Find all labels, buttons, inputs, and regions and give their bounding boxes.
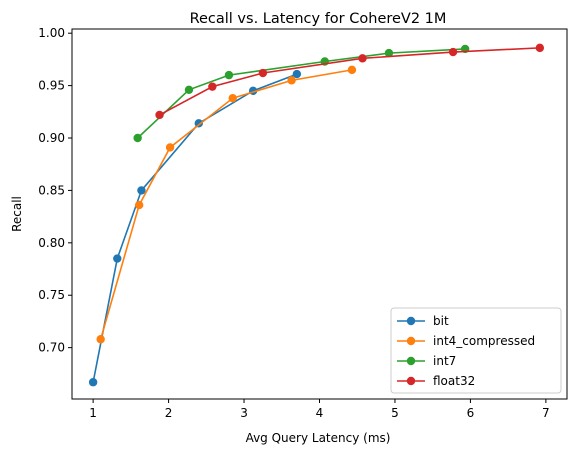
data-point bbox=[194, 119, 203, 128]
data-point bbox=[208, 82, 217, 91]
data-point bbox=[184, 85, 194, 94]
series-line bbox=[137, 48, 466, 139]
legend-label: float32 bbox=[433, 374, 475, 388]
y-tick-label: 0.70 bbox=[38, 341, 65, 355]
data-point bbox=[358, 54, 367, 63]
data-point bbox=[165, 143, 175, 152]
data-point bbox=[258, 68, 268, 78]
series-bit bbox=[88, 69, 302, 387]
y-tick-label: 0.75 bbox=[38, 288, 65, 302]
x-tick-label: 6 bbox=[467, 406, 475, 420]
x-axis-label: Avg Query Latency (ms) bbox=[246, 431, 391, 445]
legend-marker bbox=[406, 336, 416, 346]
series-line bbox=[99, 69, 353, 340]
legend-marker bbox=[406, 356, 416, 366]
x-tick-label: 3 bbox=[240, 406, 248, 420]
data-point bbox=[134, 200, 144, 210]
legend: bit int4_compressed int7 float32 bbox=[390, 307, 562, 394]
series-int7 bbox=[133, 44, 470, 143]
legend-box bbox=[390, 307, 562, 394]
data-point bbox=[292, 69, 302, 79]
data-point bbox=[224, 70, 234, 80]
legend-label: bit bbox=[433, 314, 449, 328]
data-point bbox=[384, 48, 394, 58]
series-int4-compressed bbox=[96, 65, 357, 344]
data-point bbox=[113, 254, 122, 263]
y-axis-label: Recall bbox=[10, 196, 24, 232]
data-point bbox=[448, 47, 458, 57]
series-line bbox=[159, 47, 540, 116]
series-float32 bbox=[155, 43, 545, 120]
y-tick-label: 0.85 bbox=[38, 183, 65, 197]
x-tick-label: 5 bbox=[391, 406, 399, 420]
x-tick-label: 1 bbox=[89, 406, 97, 420]
data-point bbox=[287, 76, 296, 85]
data-point bbox=[155, 110, 164, 120]
x-tick-label: 7 bbox=[542, 406, 550, 420]
x-tick-label: 4 bbox=[316, 406, 324, 420]
y-tick-label: 0.95 bbox=[38, 79, 65, 93]
series-line bbox=[92, 73, 298, 383]
data-point bbox=[535, 43, 545, 53]
legend-marker bbox=[406, 376, 416, 386]
data-point bbox=[96, 335, 105, 344]
legend-marker bbox=[406, 316, 416, 326]
y-tick-label: 0.90 bbox=[38, 131, 65, 145]
data-point bbox=[133, 133, 142, 143]
chart-title: Recall vs. Latency for CohereV2 1M bbox=[190, 11, 447, 27]
data-point bbox=[347, 65, 357, 75]
y-tick-label: 0.80 bbox=[38, 236, 65, 250]
x-tick-label: 2 bbox=[165, 406, 173, 420]
data-point bbox=[228, 93, 237, 103]
data-point bbox=[137, 186, 146, 195]
legend-label: int4_compressed bbox=[433, 334, 535, 348]
y-tick-label: 1.00 bbox=[38, 26, 65, 40]
data-point bbox=[88, 378, 98, 387]
legend-label: int7 bbox=[433, 354, 456, 368]
